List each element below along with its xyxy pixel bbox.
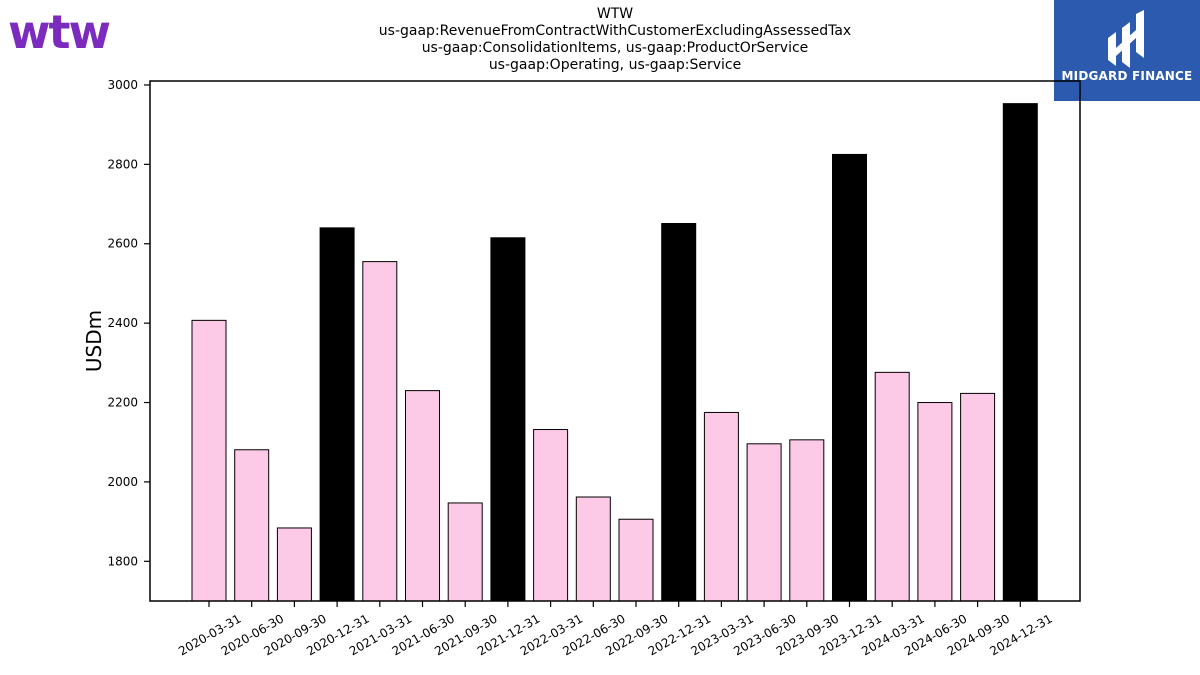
y-axis: 1800 2000 2200 2400 2600 2800 3000: [107, 78, 150, 568]
bar-2023-03-31: [703, 411, 739, 602]
bar-2024-03-31: [874, 371, 910, 602]
bar-2022-09-30: [618, 518, 654, 602]
bar-2023-09-30: [789, 439, 825, 602]
midgard-finance-label: MIDGARD FINANCE: [1061, 69, 1193, 83]
bar-2020-09-30: [276, 527, 312, 602]
chart-title-line-2: us-gaap:RevenueFromContractWithCustomerE…: [378, 23, 852, 39]
bar-2024-06-30: [917, 402, 953, 602]
wtw-logo-text: wtw: [8, 5, 111, 59]
bar-2024-09-30: [960, 392, 996, 602]
midgard-finance-logo: MIDGARD FINANCE: [1054, 0, 1200, 101]
y-tick-label: 2000: [107, 475, 138, 489]
bar-2022-03-31: [533, 429, 569, 602]
chart-title-line-3: us-gaap:ConsolidationItems, us-gaap:Prod…: [421, 40, 809, 56]
bar-2021-06-30: [405, 390, 440, 602]
chart-title-line-4: us-gaap:Operating, us-gaap:Service: [488, 57, 742, 73]
y-tick-label: 2800: [107, 157, 138, 171]
midgard-emblem-icon: [1108, 10, 1144, 68]
bar-2021-12-31: [490, 237, 526, 602]
bars-group: [191, 103, 1038, 602]
bar-2021-09-30: [447, 502, 483, 602]
chart-title-line-1: WTW: [596, 6, 634, 22]
y-axis-label: USDm: [82, 310, 106, 372]
bar-2024-12-31: [1002, 103, 1038, 602]
y-tick-label: 3000: [107, 78, 138, 92]
bar-2023-06-30: [746, 443, 782, 602]
bar-2021-03-31: [362, 261, 398, 602]
y-tick-label: 2400: [107, 316, 138, 330]
y-tick-label: 2600: [107, 237, 138, 251]
bar-2022-12-31: [661, 223, 697, 602]
bar-2020-06-30: [234, 449, 270, 602]
bar-2020-12-31: [319, 227, 355, 602]
bar-2020-03-31: [191, 319, 227, 602]
x-axis: 2020-03-312020-06-302020-09-302020-12-31…: [176, 601, 1055, 658]
y-tick-label: 1800: [107, 554, 138, 568]
chart-title: WTW us-gaap:RevenueFromContractWithCusto…: [365, 6, 865, 74]
bar-2023-12-31: [832, 153, 867, 602]
plot-frame: [149, 80, 1081, 602]
y-tick-label: 2200: [107, 396, 138, 410]
wtw-logo: wtw: [8, 2, 111, 62]
bar-2022-06-30: [575, 496, 611, 602]
